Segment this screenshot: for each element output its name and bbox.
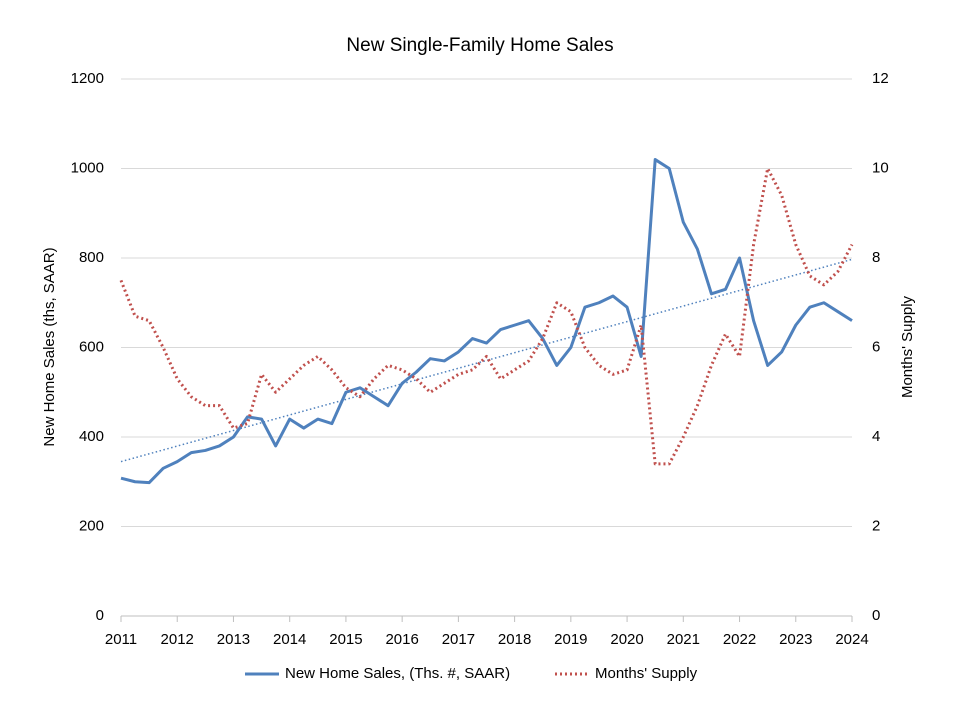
y2-tick-label: 6 xyxy=(872,338,880,355)
legend-label: New Home Sales, (Ths. #, SAAR) xyxy=(285,665,510,682)
x-tick-label: 2018 xyxy=(498,631,531,648)
series-line xyxy=(120,158,853,485)
y2-tick-label: 10 xyxy=(872,159,889,176)
y-tick-label: 600 xyxy=(79,338,104,355)
x-tick-label: 2019 xyxy=(554,631,587,648)
y2-tick-label: 12 xyxy=(872,70,889,87)
x-tick-label: 2016 xyxy=(385,631,418,648)
y-tick-label: 800 xyxy=(79,249,104,266)
y-tick-label: 0 xyxy=(96,607,104,624)
x-tick-label: 2022 xyxy=(723,631,756,648)
series-line xyxy=(119,167,854,466)
y2-tick-label: 8 xyxy=(872,249,880,266)
x-tick-label: 2013 xyxy=(217,631,250,648)
legend-label: Months' Supply xyxy=(595,665,698,682)
trendline xyxy=(120,258,853,463)
x-tick-label: 2011 xyxy=(105,631,137,648)
x-tick-label: 2015 xyxy=(329,631,362,648)
x-tick-label: 2014 xyxy=(273,631,306,648)
x-tick-label: 2021 xyxy=(667,631,700,648)
chart-title: New Single-Family Home Sales xyxy=(346,35,613,56)
y-tick-label: 200 xyxy=(79,517,104,534)
y2-tick-label: 4 xyxy=(872,428,880,445)
x-tick-label: 2020 xyxy=(610,631,643,648)
y-axis-label: New Home Sales (ths, SAAR) xyxy=(41,247,58,446)
y2-tick-label: 2 xyxy=(872,517,880,534)
y2-tick-label: 0 xyxy=(872,607,880,624)
y-tick-label: 1200 xyxy=(71,70,104,87)
x-tick-label: 2012 xyxy=(161,631,194,648)
y-tick-label: 400 xyxy=(79,428,104,445)
x-tick-label: 2023 xyxy=(779,631,812,648)
y2-axis-label: Months' Supply xyxy=(899,295,916,398)
y-tick-label: 1000 xyxy=(71,159,104,176)
x-tick-label: 2024 xyxy=(835,631,868,648)
x-tick-label: 2017 xyxy=(442,631,475,648)
